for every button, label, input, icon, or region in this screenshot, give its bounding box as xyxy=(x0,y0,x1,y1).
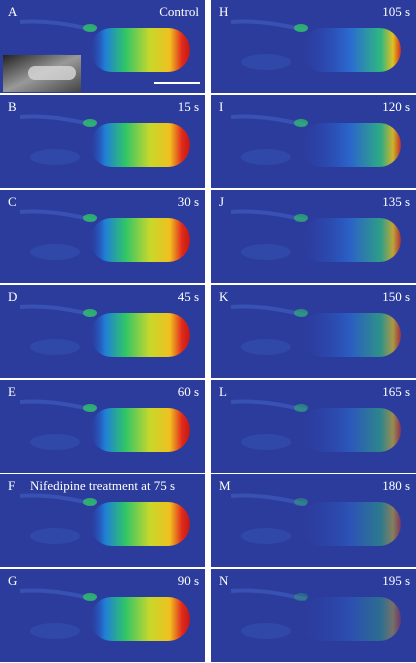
cell-shadow xyxy=(30,339,80,355)
cell xyxy=(301,597,401,641)
panel: B 15 s xyxy=(0,95,205,188)
cell-shadow xyxy=(241,244,291,260)
cell-shadow xyxy=(241,339,291,355)
cell-shadow xyxy=(241,434,291,450)
green-spot xyxy=(83,404,97,412)
green-spot xyxy=(294,24,308,32)
hypha xyxy=(230,588,307,601)
cell xyxy=(90,123,190,167)
panel-letter: C xyxy=(8,194,17,209)
hypha xyxy=(230,399,307,412)
cell-shadow xyxy=(30,244,80,260)
green-spot xyxy=(294,214,308,222)
panel-letter: G xyxy=(8,573,17,588)
cell xyxy=(90,597,190,641)
panel-letter: H xyxy=(219,4,228,19)
panel-letter: J xyxy=(219,194,224,209)
panel: E 60 s xyxy=(0,380,205,473)
green-spot xyxy=(294,309,308,317)
green-spot xyxy=(83,24,97,32)
panel-letter: D xyxy=(8,289,17,304)
panel-letter: L xyxy=(219,384,227,399)
cell-shadow xyxy=(241,528,291,544)
panel: K 150 s xyxy=(211,285,416,378)
panel-label: 60 s xyxy=(178,384,199,399)
panel-label: 195 s xyxy=(382,573,410,588)
cell-shadow xyxy=(30,434,80,450)
cell xyxy=(301,313,401,357)
panel-label: Nifedipine treatment at 75 s xyxy=(30,478,175,493)
panel-label: 135 s xyxy=(382,194,410,209)
cell xyxy=(301,408,401,452)
cell xyxy=(90,408,190,452)
panel-label: 15 s xyxy=(178,99,199,114)
cell xyxy=(90,28,190,72)
cell-shadow xyxy=(241,149,291,165)
panel-letter: E xyxy=(8,384,16,399)
panel: M 180 s xyxy=(211,474,416,567)
cell xyxy=(301,28,401,72)
panel: A Control xyxy=(0,0,205,93)
panel: J 135 s xyxy=(211,190,416,283)
panel: C 30 s xyxy=(0,190,205,283)
green-spot xyxy=(294,498,308,506)
cell xyxy=(90,502,190,546)
green-spot xyxy=(83,593,97,601)
cell-shadow xyxy=(30,149,80,165)
panel-letter: K xyxy=(219,289,229,304)
panel-label: 105 s xyxy=(382,4,410,19)
panel-label: 30 s xyxy=(178,194,199,209)
panel-letter: B xyxy=(8,99,17,114)
panel-label: Control xyxy=(159,4,199,19)
panel: F Nifedipine treatment at 75 s xyxy=(0,474,205,567)
cell xyxy=(301,218,401,262)
panel-letter: M xyxy=(219,478,231,493)
green-spot xyxy=(83,498,97,506)
green-spot xyxy=(83,119,97,127)
panel: N 195 s xyxy=(211,569,416,662)
green-spot xyxy=(294,119,308,127)
panel-label: 165 s xyxy=(382,384,410,399)
panel-letter: I xyxy=(219,99,223,114)
panel: D 45 s xyxy=(0,285,205,378)
panel: G 90 s xyxy=(0,569,205,662)
hypha xyxy=(230,493,307,506)
panel-letter: A xyxy=(8,4,18,19)
panel-label: 90 s xyxy=(178,573,199,588)
cell-shadow xyxy=(241,54,291,70)
cell-shadow xyxy=(241,623,291,639)
green-spot xyxy=(83,214,97,222)
green-spot xyxy=(294,404,308,412)
cell xyxy=(301,502,401,546)
cell xyxy=(301,123,401,167)
panel-letter: F xyxy=(8,478,15,493)
panel-label: 180 s xyxy=(382,478,410,493)
panel-letter: N xyxy=(219,573,229,588)
panel: H 105 s xyxy=(211,0,416,93)
panel: I 120 s xyxy=(211,95,416,188)
inset-cell xyxy=(28,66,76,80)
cell xyxy=(90,218,190,262)
cell-shadow xyxy=(30,528,80,544)
panel-label: 45 s xyxy=(178,289,199,304)
panel: L 165 s xyxy=(211,380,416,473)
cell-shadow xyxy=(30,623,80,639)
cell xyxy=(90,313,190,357)
green-spot xyxy=(83,309,97,317)
green-spot xyxy=(294,593,308,601)
panel-label: 120 s xyxy=(382,99,410,114)
panel-label: 150 s xyxy=(382,289,410,304)
